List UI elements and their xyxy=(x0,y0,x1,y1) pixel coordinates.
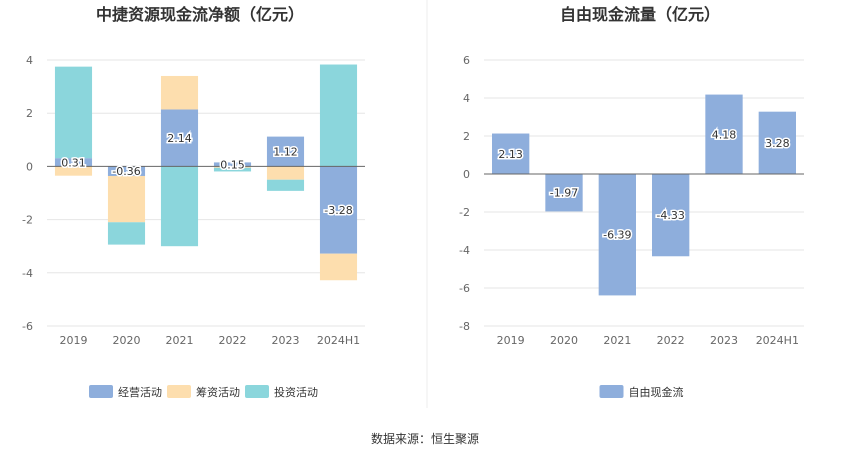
data-label: -6.39 xyxy=(603,229,631,242)
x-tick-label: 2022 xyxy=(219,334,247,347)
bar xyxy=(545,174,583,212)
y-tick-label: -4 xyxy=(459,244,470,257)
y-tick-label: -6 xyxy=(459,282,470,295)
bar xyxy=(758,111,796,174)
bar xyxy=(213,162,252,167)
y-tick-label: 0 xyxy=(463,168,470,181)
x-tick-label: 2020 xyxy=(550,334,578,347)
legend-label: 自由现金流 xyxy=(629,385,684,399)
right-chart-title: 自由现金流量（亿元） xyxy=(560,5,720,24)
data-label: 1.12 xyxy=(273,146,298,159)
y-tick-label: -2 xyxy=(459,206,470,219)
right-chart: 6 4 2 0 -2 -4 -6 -8 2019 2020 2021 2022 2023 2024H1 2.… xyxy=(459,54,804,399)
y-tick-label: 4 xyxy=(463,92,470,105)
x-tick-label: 2021 xyxy=(603,334,631,347)
bar xyxy=(160,109,199,167)
y-tick-label: 4 xyxy=(26,54,33,67)
data-label: -3.28 xyxy=(324,204,352,217)
x-tick-label: 2024H1 xyxy=(317,334,360,347)
bar xyxy=(54,66,93,159)
y-tick-label: -6 xyxy=(22,320,33,333)
legend-label: 经营活动 xyxy=(118,385,162,399)
left-chart: 4 2 0 -2 -4 -6 2019 2020 2021 2022 2023 2024H1 0.31 -… xyxy=(22,54,365,399)
legend-swatch xyxy=(599,385,624,398)
y-tick-label: 6 xyxy=(463,54,470,67)
y-tick-label: 2 xyxy=(26,107,33,120)
x-tick-label: 2024H1 xyxy=(756,334,799,347)
source-note: 数据来源：恒生聚源 xyxy=(371,431,479,446)
bar xyxy=(492,133,530,174)
x-tick-label: 2023 xyxy=(710,334,738,347)
x-tick-label: 2019 xyxy=(497,334,525,347)
data-label: 0.31 xyxy=(61,156,86,169)
bar xyxy=(160,166,199,247)
data-label: 2.14 xyxy=(167,132,192,145)
data-label: 3.28 xyxy=(765,137,790,150)
bar xyxy=(266,179,305,191)
x-tick-label: 2023 xyxy=(272,334,300,347)
bar xyxy=(652,174,690,257)
legend-swatch xyxy=(89,385,113,398)
bar xyxy=(160,75,199,110)
data-label: -1.97 xyxy=(550,187,578,200)
data-label: -4.33 xyxy=(656,209,684,222)
bar xyxy=(213,167,252,172)
y-tick-label: -2 xyxy=(22,214,33,227)
legend-label: 筹资活动 xyxy=(196,385,240,399)
legend-label: 投资活动 xyxy=(274,385,318,399)
y-tick-label: -8 xyxy=(459,320,470,333)
bar xyxy=(266,166,305,180)
y-tick-label: 0 xyxy=(26,160,33,173)
data-label: 4.18 xyxy=(712,128,737,141)
bar xyxy=(598,174,636,296)
bar xyxy=(107,166,146,176)
x-tick-label: 2019 xyxy=(60,334,88,347)
bar xyxy=(705,94,743,174)
data-label: -0.36 xyxy=(112,165,140,178)
left-chart-title: 中捷资源现金流净额（亿元） xyxy=(96,5,304,24)
y-tick-label: 2 xyxy=(463,130,470,143)
bar xyxy=(54,158,93,167)
x-tick-label: 2020 xyxy=(113,334,141,347)
data-label: 0.15 xyxy=(220,158,245,171)
bar xyxy=(319,64,358,167)
bar xyxy=(107,175,146,223)
legend-swatch xyxy=(167,385,191,398)
legend-swatch xyxy=(245,385,269,398)
bar xyxy=(319,253,358,281)
x-tick-label: 2022 xyxy=(657,334,685,347)
bar xyxy=(54,166,93,176)
bar xyxy=(266,136,305,167)
bar xyxy=(107,222,146,245)
bar xyxy=(319,166,358,254)
x-tick-label: 2021 xyxy=(166,334,194,347)
bar xyxy=(213,166,252,168)
y-tick-label: -4 xyxy=(22,267,33,280)
data-label: 2.13 xyxy=(498,148,523,161)
